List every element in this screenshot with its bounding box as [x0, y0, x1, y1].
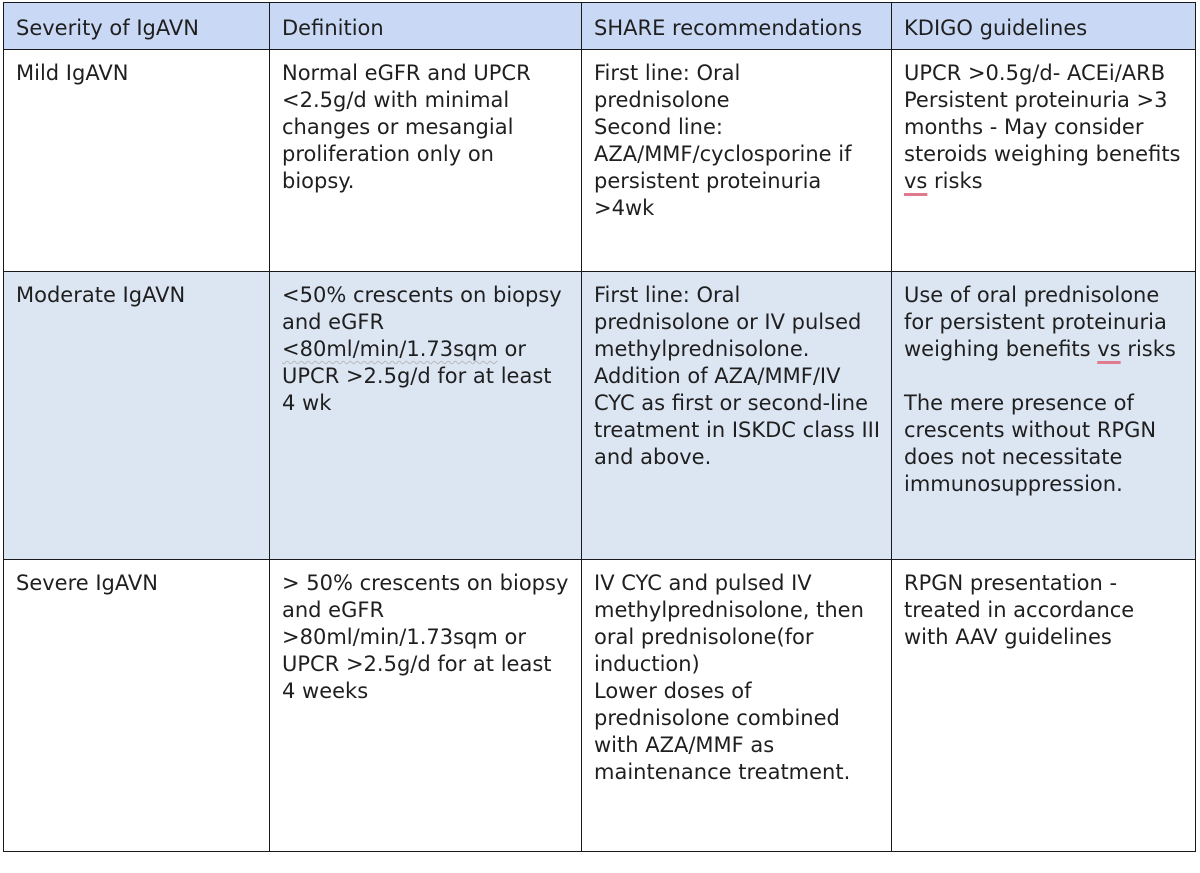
header-share: SHARE recommendations [581, 2, 892, 50]
cell-share-moderate: First line: Oral prednisolone or IV puls… [581, 271, 892, 560]
cell-definition-moderate: <50% crescents on biopsy and eGFR <80ml/… [269, 271, 582, 560]
igavn-treatment-table: Severity of IgAVN Definition SHARE recom… [3, 2, 1196, 852]
cell-severity-severe: Severe IgAVN [3, 559, 270, 852]
cell-severity-mild: Mild IgAVN [3, 49, 270, 272]
share-moderate-first-line: First line: Oral prednisolone or IV puls… [594, 283, 862, 361]
cell-kdigo-moderate: Use of oral prednisolone for persistent … [891, 271, 1196, 560]
share-severe-induction: IV CYC and pulsed IV methylprednisolone,… [594, 571, 864, 676]
spellcheck-underline-egfr: <80ml/min/1.73sqm [282, 337, 498, 361]
cell-definition-mild: Normal eGFR and UPCR <2.5g/d with minima… [269, 49, 582, 272]
cell-share-mild: First line: Oral prednisolone Second lin… [581, 49, 892, 272]
kdigo-mild-line2-text: Persistent proteinuria >3 months - May c… [904, 88, 1181, 166]
kdigo-mild-line1: UPCR >0.5g/d- ACEi/ARB [904, 61, 1166, 85]
share-mild-second-line: Second line: AZA/MMF/cyclosporine if per… [594, 115, 852, 220]
definition-moderate-text: <50% crescents on biopsy and eGFR [282, 283, 562, 334]
header-severity: Severity of IgAVN [3, 2, 270, 50]
kdigo-moderate-para1-end: risks [1120, 337, 1176, 361]
definition-moderate-end: or UPCR >2.5g/d for at least 4 wk [282, 337, 552, 415]
spellcheck-underline-vs: vs [1097, 337, 1121, 361]
paragraph-gap [904, 363, 1185, 390]
kdigo-moderate-para1-text: Use of oral prednisolone for persistent … [904, 283, 1167, 361]
table-header-row: Severity of IgAVN Definition SHARE recom… [3, 2, 1196, 50]
cell-kdigo-mild: UPCR >0.5g/d- ACEi/ARB Persistent protei… [891, 49, 1196, 272]
spellcheck-underline-vs: vs [904, 169, 928, 193]
cell-kdigo-severe: RPGN presentation - treated in accordanc… [891, 559, 1196, 852]
table-row-severe: Severe IgAVN > 50% crescents on biopsy a… [3, 559, 1196, 852]
kdigo-moderate-para2: The mere presence of crescents without R… [904, 391, 1157, 496]
header-kdigo: KDIGO guidelines [891, 2, 1196, 50]
kdigo-moderate-para1: Use of oral prednisolone for persistent … [904, 282, 1185, 363]
header-definition: Definition [269, 2, 582, 50]
kdigo-mild-line2: Persistent proteinuria >3 months - May c… [904, 87, 1185, 195]
table-row-moderate: Moderate IgAVN <50% crescents on biopsy … [3, 271, 1196, 560]
cell-definition-severe: > 50% crescents on biopsy and eGFR >80ml… [269, 559, 582, 852]
table-row-mild: Mild IgAVN Normal eGFR and UPCR <2.5g/d … [3, 49, 1196, 272]
share-moderate-addition: Addition of AZA/MMF/IV CYC as first or s… [594, 364, 881, 469]
share-mild-first-line: First line: Oral prednisolone [594, 61, 741, 112]
share-severe-maintenance: Lower doses of prednisolone combined wit… [594, 679, 851, 784]
kdigo-mild-line2-end: risks [927, 169, 983, 193]
cell-severity-moderate: Moderate IgAVN [3, 271, 270, 560]
cell-share-severe: IV CYC and pulsed IV methylprednisolone,… [581, 559, 892, 852]
